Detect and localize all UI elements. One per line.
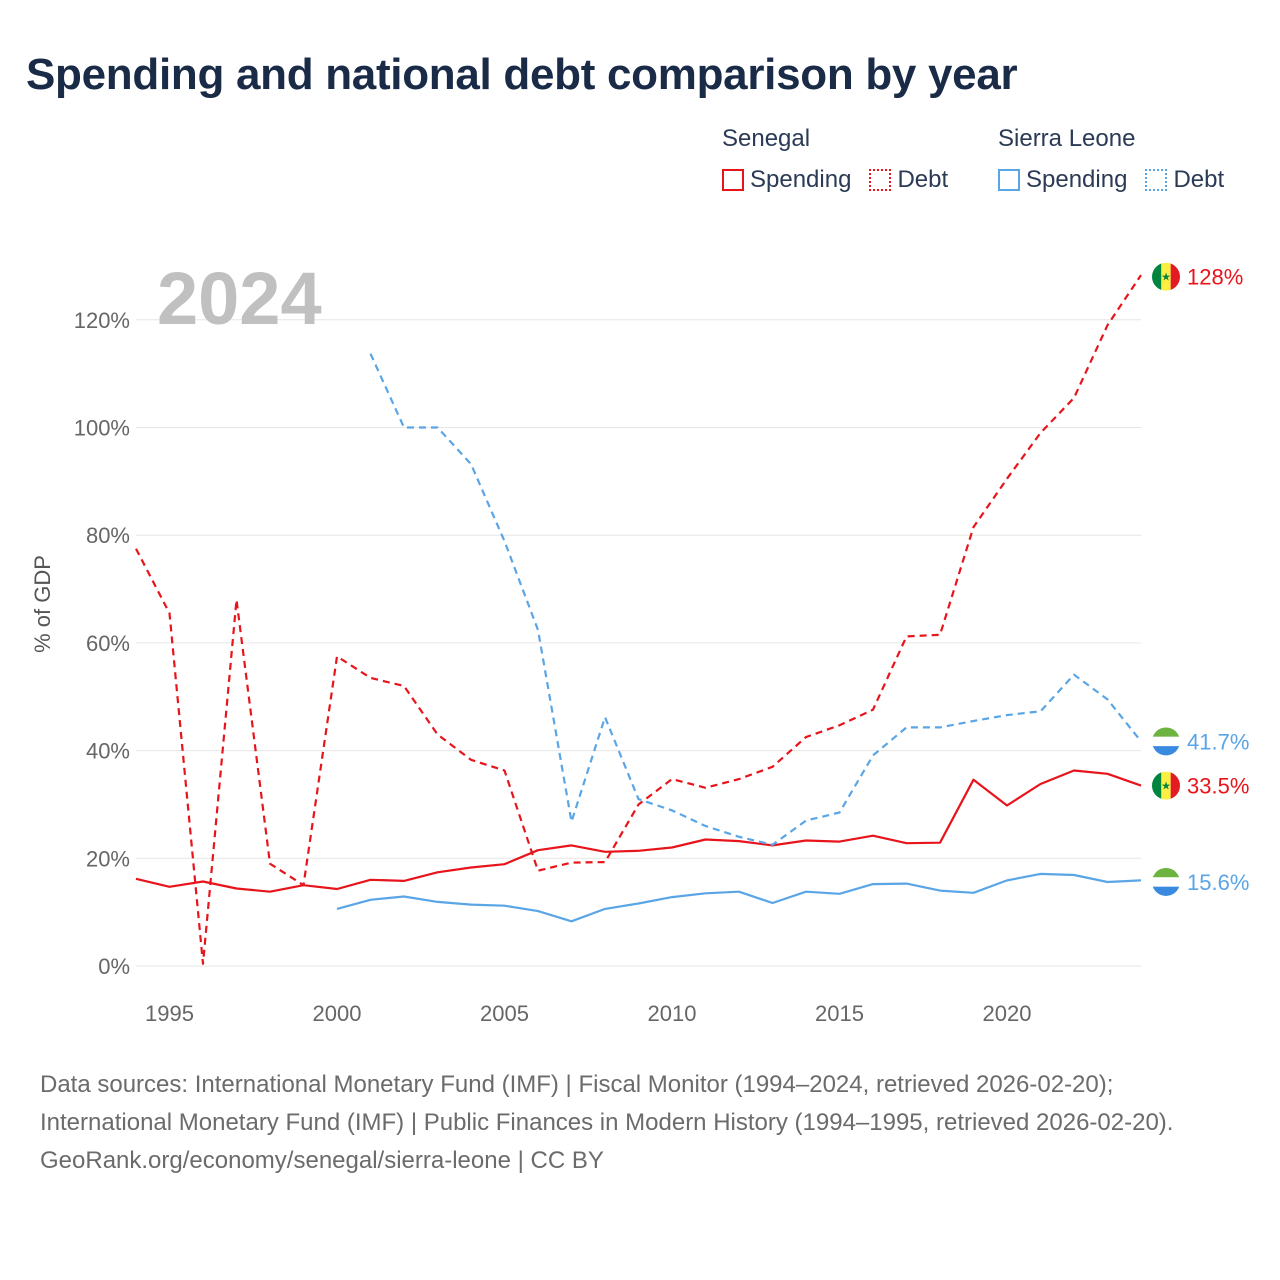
grid-lines xyxy=(136,319,1141,967)
credit-link[interactable]: GeoRank.org/economy/senegal/sierra-leone… xyxy=(40,1147,604,1174)
x-axis: 1995 2000 2005 2010 2015 2020 xyxy=(145,1001,1031,1026)
senegal-debt-line[interactable] xyxy=(135,274,1142,965)
sierra-leone-spending-line[interactable] xyxy=(336,872,1142,923)
legend-senegal-spending[interactable]: Spending xyxy=(722,166,851,194)
solid-swatch-icon xyxy=(722,169,744,191)
dotted-swatch-icon xyxy=(1145,169,1168,191)
x-tick-label: 2020 xyxy=(983,1001,1032,1026)
year-watermark: 2024 xyxy=(157,257,322,340)
legend-group-title: Sierra Leone xyxy=(998,125,1136,152)
y-axis: 0% 20% 40% 60% 80% 100% 120% xyxy=(74,308,130,979)
y-tick-label: 0% xyxy=(98,954,130,979)
legend-sierra-leone: Sierra Leone Spending Debt xyxy=(998,124,1224,194)
sierra-leone-flag-icon xyxy=(1152,727,1180,756)
svg-text:★: ★ xyxy=(1161,272,1171,284)
legend-item-label: Debt xyxy=(897,166,949,193)
senegal-flag-icon: ★ xyxy=(1152,771,1180,800)
x-tick-label: 1995 xyxy=(145,1001,194,1026)
y-tick-label: 40% xyxy=(86,739,130,764)
senegal-spending-line[interactable] xyxy=(135,769,1142,893)
end-value-label: 15.6% xyxy=(1187,870,1249,895)
sierra-leone-debt-line[interactable] xyxy=(369,353,1142,846)
line-chart: 2024 0% 20% 40% 60% 80% 100% 120% 1995 2000 2005… xyxy=(30,257,1249,1026)
y-tick-label: 100% xyxy=(74,416,130,441)
x-tick-label: 2015 xyxy=(815,1001,864,1026)
legend-sierra-leone-spending[interactable]: Spending xyxy=(998,166,1127,194)
y-tick-label: 80% xyxy=(86,523,130,548)
legend-sierra-leone-debt[interactable]: Debt xyxy=(1145,166,1224,194)
dotted-swatch-icon xyxy=(869,169,892,191)
legend-item-label: Spending xyxy=(750,166,852,193)
x-tick-label: 2005 xyxy=(480,1001,529,1026)
svg-text:★: ★ xyxy=(1161,781,1171,793)
legend-item-label: Spending xyxy=(1026,166,1128,193)
legend-senegal: Senegal Spending Debt xyxy=(722,124,948,194)
legend-group-title: Senegal xyxy=(722,125,811,152)
y-tick-label: 120% xyxy=(74,308,130,333)
footer: Data sources: International Monetary Fun… xyxy=(40,1066,1240,1180)
series-lines xyxy=(135,274,1142,965)
chart-title: Spending and national debt comparison by… xyxy=(26,50,1018,99)
y-tick-label: 60% xyxy=(86,631,130,656)
end-value-label: 41.7% xyxy=(1187,729,1249,754)
data-sources: Data sources: International Monetary Fun… xyxy=(40,1071,1174,1136)
legend-item-label: Debt xyxy=(1173,166,1225,193)
end-value-label: 33.5% xyxy=(1187,774,1249,799)
x-tick-label: 2000 xyxy=(313,1001,362,1026)
x-tick-label: 2010 xyxy=(648,1001,697,1026)
legend-senegal-debt[interactable]: Debt xyxy=(869,166,948,194)
end-labels: ★ 128% 41.7% ★ 33.5% 15.6% xyxy=(1152,262,1249,896)
senegal-flag-icon: ★ xyxy=(1152,262,1180,291)
y-tick-label: 20% xyxy=(86,846,130,871)
sierra-leone-flag-icon xyxy=(1152,867,1180,896)
y-axis-label: % of GDP xyxy=(30,555,55,653)
end-value-label: 128% xyxy=(1187,265,1243,290)
solid-swatch-icon xyxy=(998,169,1020,191)
